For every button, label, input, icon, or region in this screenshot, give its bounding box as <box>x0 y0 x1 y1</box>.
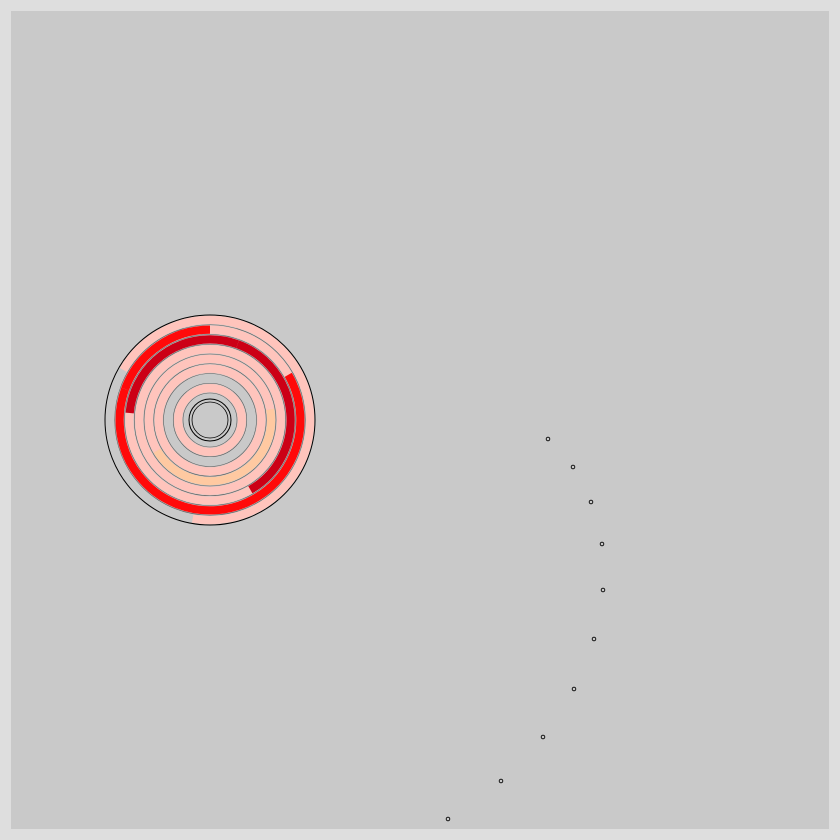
maze-ring-divider <box>153 363 267 477</box>
maze-ring-8 <box>105 315 315 525</box>
maze-ring-6-segment-4 <box>125 412 172 494</box>
maze-ring-3 <box>154 364 266 476</box>
maze-ring-1-segment-1 <box>174 384 246 456</box>
maze-ring-5-segment-1 <box>135 345 285 495</box>
maze-ring-1 <box>174 384 246 456</box>
maze-ring-divider <box>133 343 287 497</box>
maze-ring-7-segment-1 <box>209 325 292 377</box>
maze-ring-divider <box>172 382 248 458</box>
maze-ring-divider <box>163 373 257 467</box>
maze-ring-divider <box>182 392 238 448</box>
maze-center-inner <box>191 401 229 439</box>
maze-ring-2-segment-1 <box>164 374 256 466</box>
maze-ring-5 <box>135 345 285 495</box>
trail-dot <box>600 587 606 593</box>
maze-ring-6-segment-2 <box>236 340 295 494</box>
maze-ring-divider <box>124 334 296 506</box>
trail-dot <box>445 816 451 822</box>
maze-ring-7-segment-2 <box>115 372 305 515</box>
maze-ring-6-segment-3 <box>167 486 253 505</box>
circular-maze[interactable] <box>104 314 316 526</box>
maze-ring-6 <box>125 335 295 505</box>
trail-dot <box>591 636 597 642</box>
maze-ring-8-segment-3 <box>119 315 211 373</box>
maze-ring-8-segment-2 <box>105 367 194 523</box>
maze-ring-2 <box>164 374 256 466</box>
trail-dot <box>599 541 605 547</box>
trail-dot <box>571 686 577 692</box>
maze-ring-4-segment-3 <box>144 354 211 453</box>
maze-ring-6-segment-5 <box>125 335 211 414</box>
maze-ring-4 <box>144 354 276 486</box>
maze-ring-4-segment-2 <box>153 408 276 486</box>
maze-ring-7-segment-3 <box>121 325 211 391</box>
trail-dot <box>540 734 546 740</box>
maze-ring-4-segment-1 <box>209 354 275 411</box>
maze-ring-7 <box>115 325 305 515</box>
dot-trail <box>445 436 606 822</box>
trail-dot <box>570 464 576 470</box>
maze-ring-divider <box>114 324 306 516</box>
maze-ring-divider <box>143 353 277 487</box>
maze-ring-8-segment-1 <box>191 315 315 525</box>
trail-dot <box>545 436 551 442</box>
maze-ring-6-segment-1 <box>209 335 239 349</box>
maze-ring-3-segment-1 <box>154 364 266 476</box>
trail-dot <box>588 499 594 505</box>
trail-dot <box>498 778 504 784</box>
